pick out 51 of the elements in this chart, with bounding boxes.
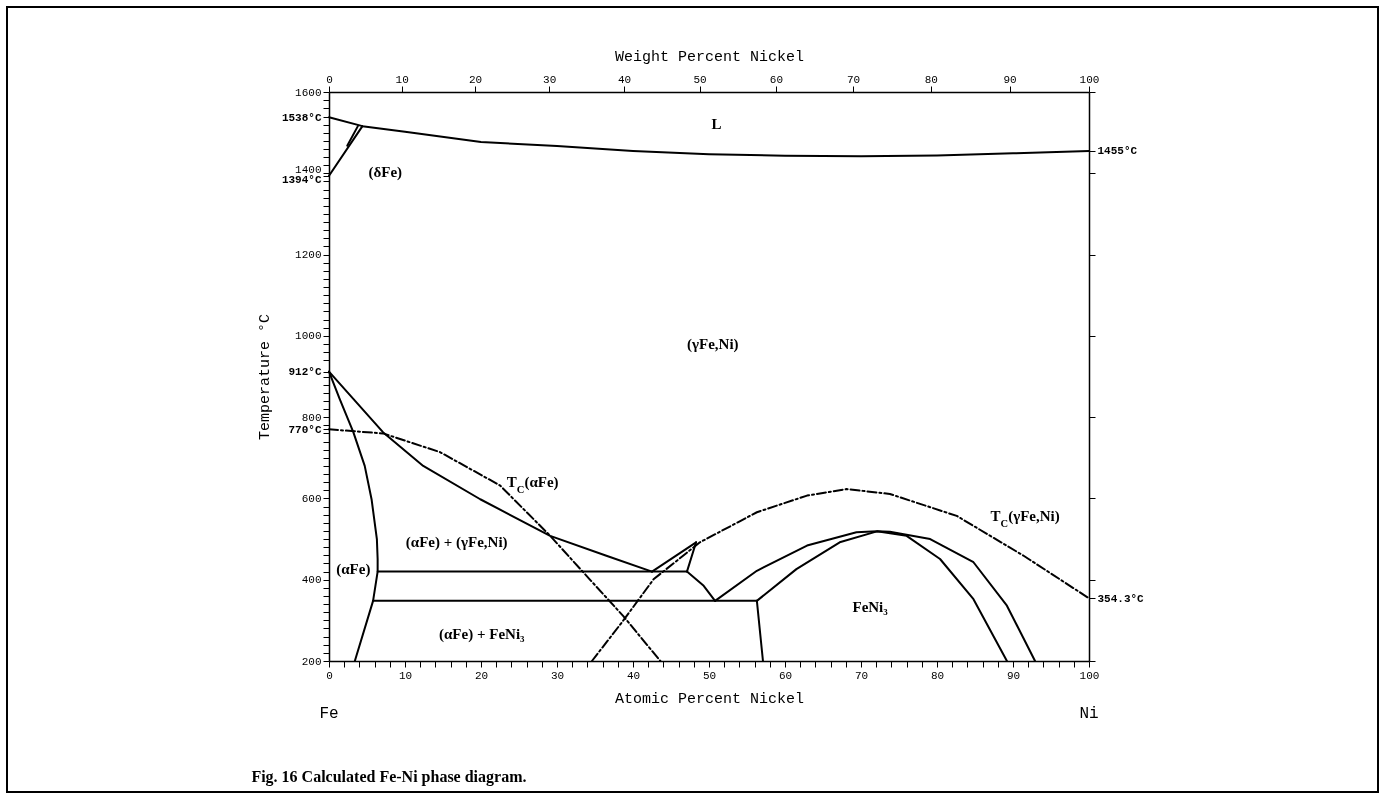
x-tick-label: 70 [854,669,869,682]
x2-tick-label: 80 [924,73,938,86]
x-tick-label: 90 [1006,669,1021,682]
y-tick-label: 1200 [295,249,322,262]
text: Ni [1079,705,1099,723]
x2-tick-label: 60 [769,73,783,86]
x-axis-title: Atomic Percent Nickel [614,690,805,708]
y2-tick-label: 1455°C [1097,145,1138,158]
x-tick-label: 50 [702,669,717,682]
x2-tick-label: 10 [395,73,409,86]
x-tick-label: 60 [778,669,793,682]
y-tick-label: 1400 [295,163,322,176]
y-tick-label: 912°C [288,366,322,379]
x-tick-label: 40 [626,669,641,682]
y-tick-label: 800 [301,411,322,424]
x2-tick-label: 70 [846,73,861,86]
x2-tick-label: 100 [1079,73,1100,86]
annotation: T$_{C}$(αFe) [506,474,559,495]
annotation: (δFe) [368,164,403,182]
x2-tick-label: 50 [693,73,707,86]
y-tick-label: 1000 [295,330,322,343]
y-tick-label: 200 [301,655,322,668]
annotation: T$_{C}$(γFe,Ni) [990,507,1060,529]
x-tick-label: 30 [550,669,565,682]
x2-tick-label: 0 [326,73,333,86]
x-tick-label: 80 [930,669,945,682]
text: Fig. 16 Calculated Fe-Ni phase diagram. [251,768,527,786]
y-tick-label: 1600 [295,86,322,99]
annotation: (αFe) + (γFe,Ni) [405,534,508,552]
annotation: (γFe,Ni) [687,336,739,354]
y-tick-label: 770°C [288,423,322,436]
y-axis-title: Temperature °C [256,313,274,441]
x-tick-label: 20 [474,669,489,682]
x-tick-label: 0 [326,669,333,682]
y-tick-label: 1394°C [281,174,322,187]
x-tick-label: 100 [1079,669,1100,682]
annotation: (αFe) [336,561,371,579]
y-tick-label: 400 [301,574,322,587]
x2-tick-label: 40 [617,73,632,86]
y-tick-label: 1538°C [281,111,322,124]
annotation: L [711,115,722,132]
x2-tick-label: 90 [1003,73,1017,86]
x-tick-label: 10 [398,669,413,682]
x2-axis-title: Weight Percent Nickel [614,48,805,66]
x2-tick-label: 30 [543,73,557,86]
annotation: (αFe) + FeNi₃ [438,626,526,644]
y2-tick-label: 354.3°C [1097,592,1145,605]
x2-tick-label: 20 [468,73,483,86]
y-tick-label: 600 [301,492,322,505]
text: Fe [319,705,339,723]
annotation: FeNi₃ [852,598,889,615]
